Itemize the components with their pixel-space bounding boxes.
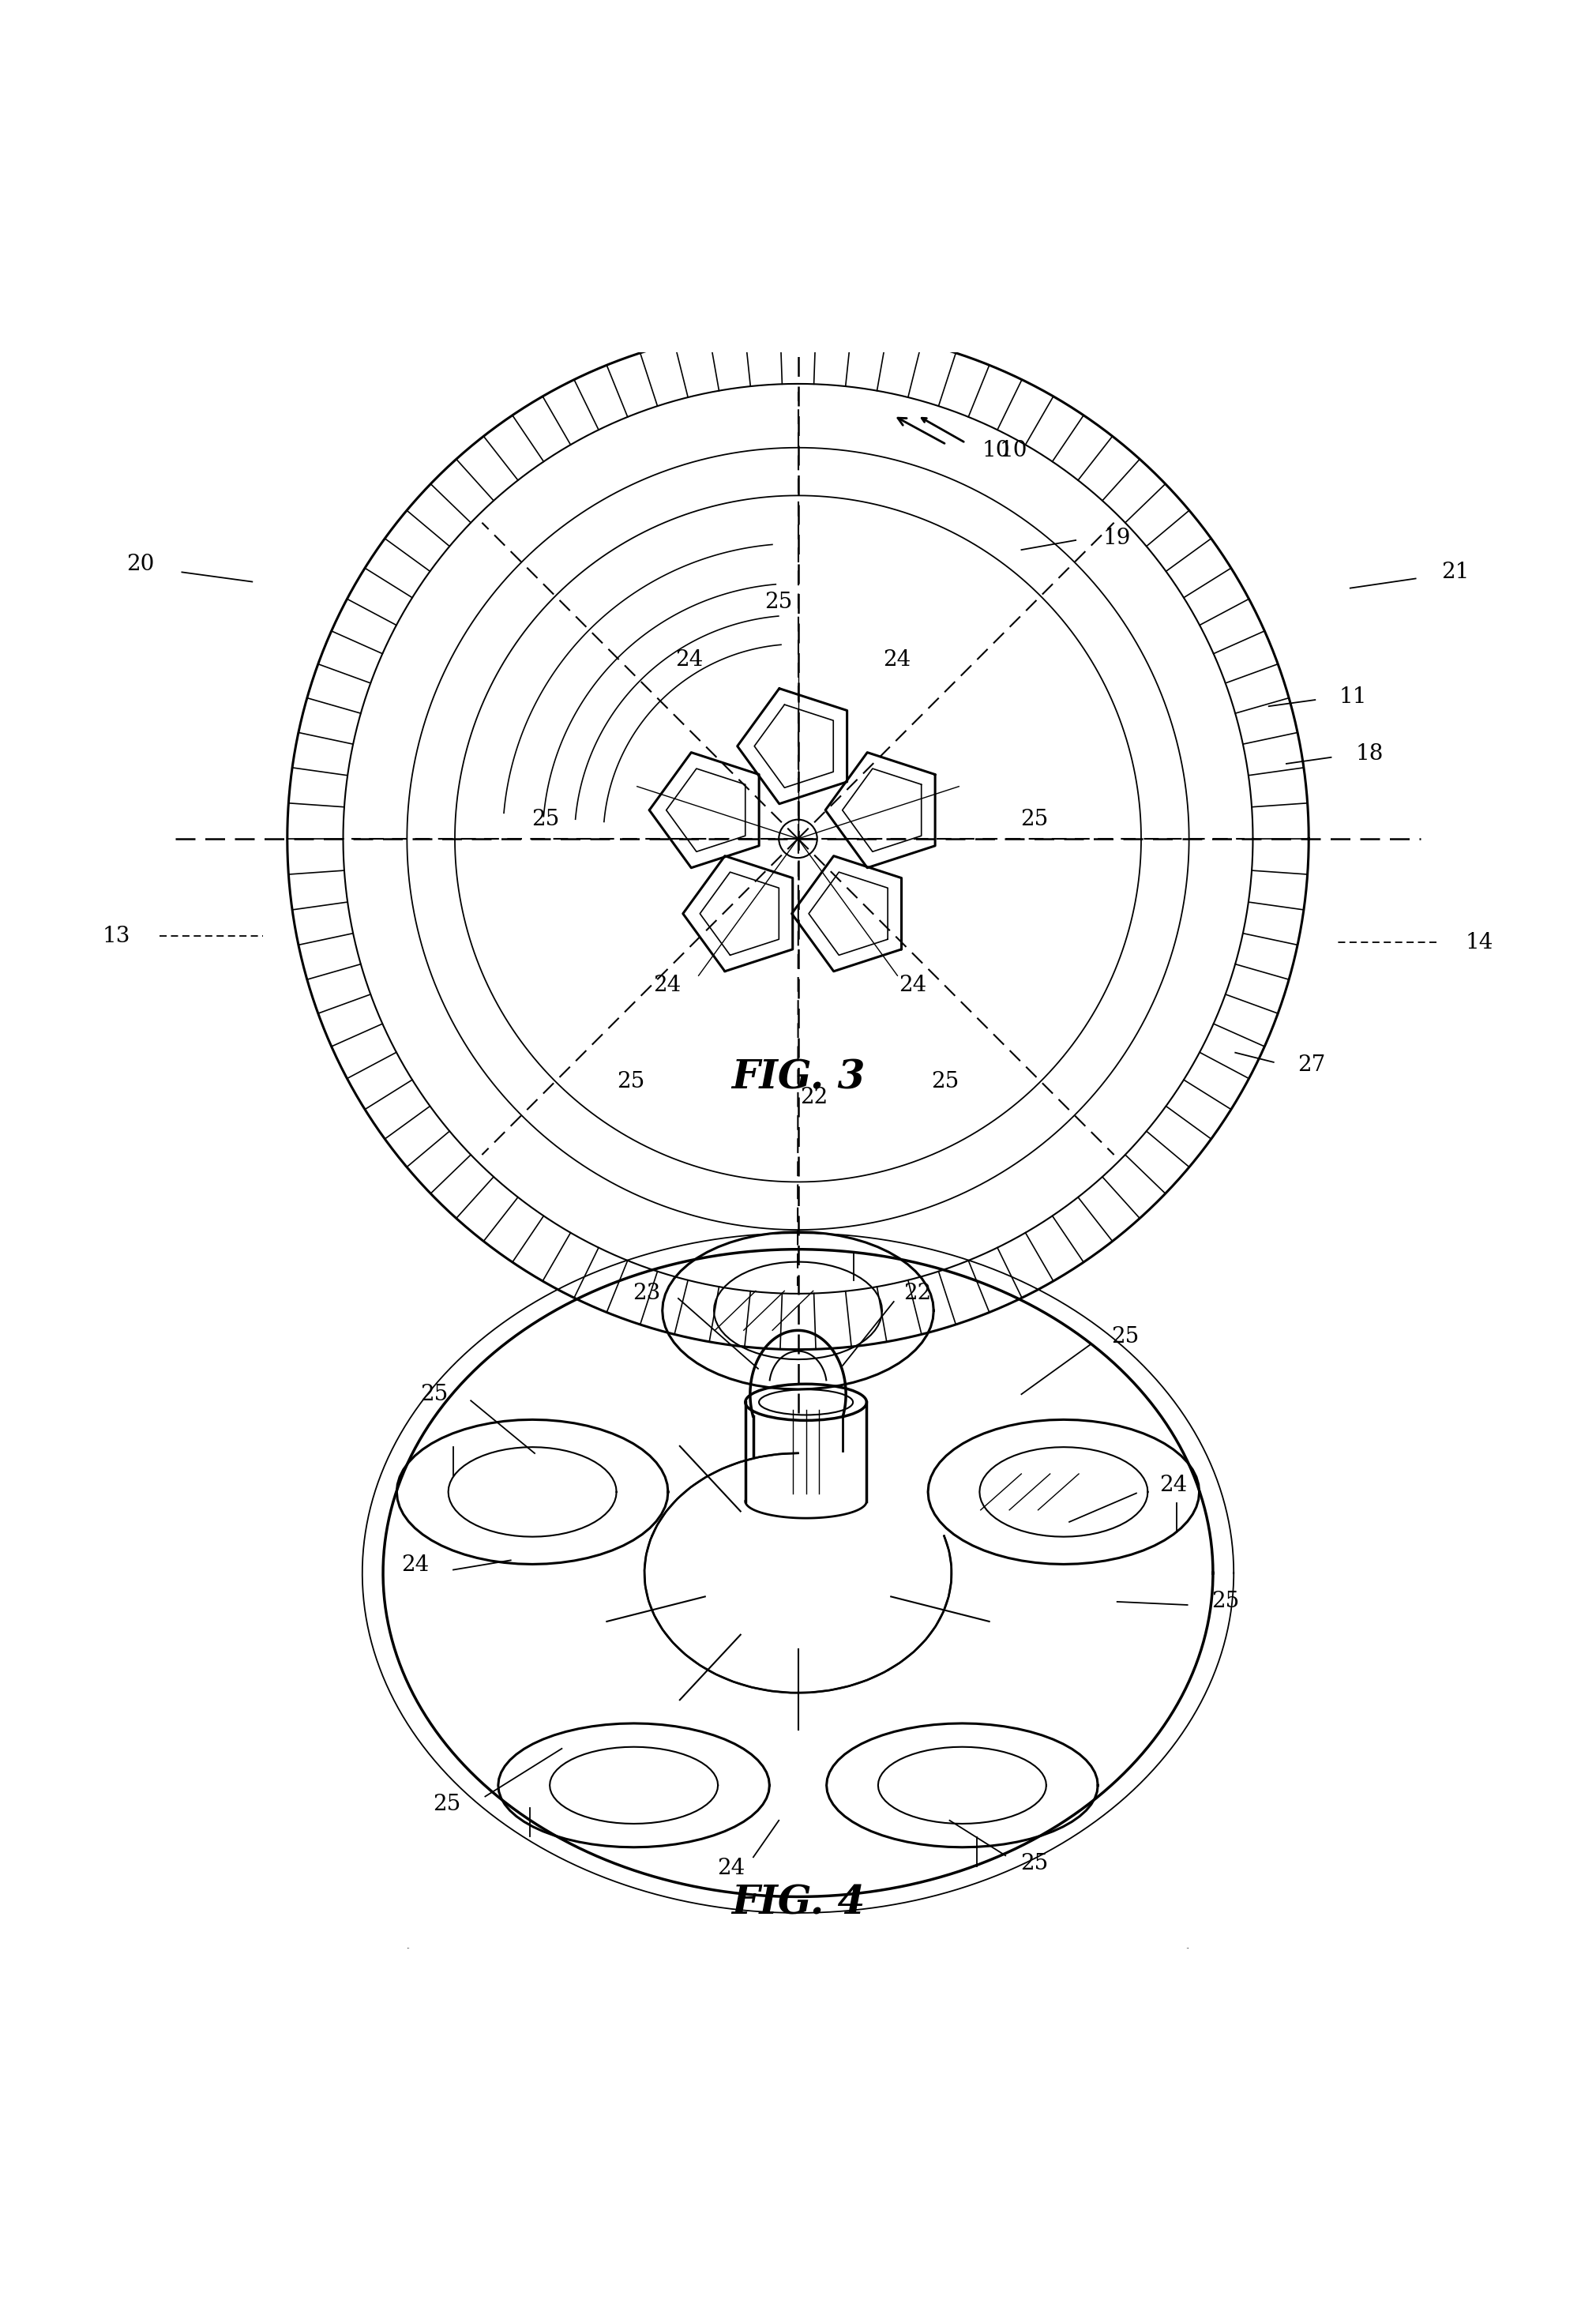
- Text: 10: 10: [982, 439, 1010, 462]
- Text: 25: 25: [764, 591, 793, 614]
- Text: 22: 22: [903, 1283, 932, 1304]
- Text: 18: 18: [1355, 743, 1384, 766]
- Text: 27: 27: [1298, 1056, 1326, 1076]
- Text: 22: 22: [800, 1086, 828, 1109]
- Text: 25: 25: [420, 1385, 448, 1405]
- Text: 24: 24: [717, 1858, 745, 1879]
- Text: 25: 25: [1111, 1327, 1140, 1348]
- Text: 25: 25: [531, 810, 560, 830]
- Text: 25: 25: [930, 1072, 959, 1092]
- Text: 23: 23: [632, 1283, 661, 1304]
- Text: 24: 24: [1159, 1474, 1187, 1495]
- Text: 24: 24: [883, 649, 911, 672]
- Text: 25: 25: [1020, 810, 1049, 830]
- Text: 11: 11: [1339, 685, 1368, 708]
- Text: FIG. 4: FIG. 4: [731, 1884, 865, 1923]
- Text: 25: 25: [1211, 1592, 1240, 1612]
- Text: 14: 14: [1465, 932, 1494, 952]
- Text: 24: 24: [653, 975, 681, 996]
- Text: 21: 21: [1441, 561, 1470, 582]
- Text: 25: 25: [1020, 1854, 1049, 1874]
- Text: 24: 24: [899, 975, 927, 996]
- Text: 20: 20: [126, 554, 155, 575]
- Text: 19: 19: [1103, 529, 1132, 550]
- Text: 25: 25: [616, 1072, 645, 1092]
- Text: 24: 24: [675, 649, 704, 672]
- Text: 25: 25: [433, 1794, 461, 1815]
- Text: 13: 13: [102, 925, 131, 948]
- Text: 10: 10: [999, 439, 1028, 462]
- Text: FIG. 3: FIG. 3: [731, 1058, 865, 1097]
- Text: 24: 24: [401, 1555, 429, 1576]
